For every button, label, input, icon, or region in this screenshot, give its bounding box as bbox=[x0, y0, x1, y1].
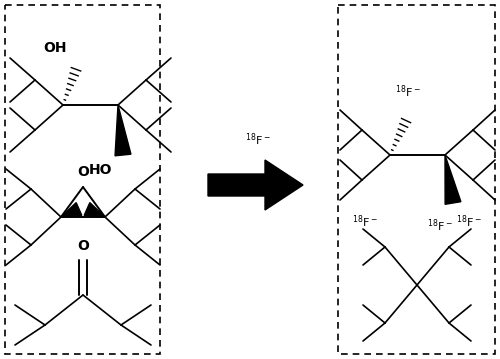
Text: $^{18}$F$^-$: $^{18}$F$^-$ bbox=[456, 213, 482, 230]
Text: $^{18}$F$^-$: $^{18}$F$^-$ bbox=[395, 83, 421, 100]
Polygon shape bbox=[115, 105, 131, 156]
Bar bbox=[338, 5, 495, 354]
Text: $^{18}$F$^-$: $^{18}$F$^-$ bbox=[352, 213, 378, 230]
Polygon shape bbox=[84, 202, 105, 217]
Text: OH: OH bbox=[44, 41, 67, 55]
Text: HO: HO bbox=[88, 163, 112, 177]
Polygon shape bbox=[61, 202, 82, 217]
Text: O: O bbox=[77, 239, 89, 253]
Bar bbox=[5, 5, 160, 354]
Text: $^{18}$F$^-$: $^{18}$F$^-$ bbox=[427, 217, 453, 234]
Polygon shape bbox=[445, 155, 461, 204]
FancyArrow shape bbox=[208, 160, 303, 210]
Text: $^{18}$F$^-$: $^{18}$F$^-$ bbox=[245, 131, 271, 148]
Text: O: O bbox=[77, 165, 89, 179]
